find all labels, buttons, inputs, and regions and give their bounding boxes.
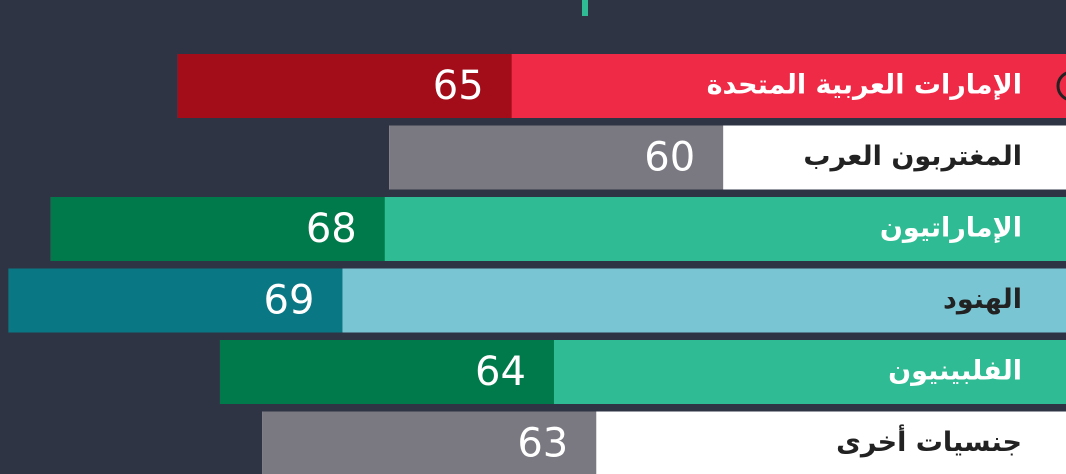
decor-circle	[1056, 71, 1066, 101]
category-label: المغتربون العرب	[803, 141, 1022, 172]
category-label: الإماراتيون	[880, 213, 1022, 244]
bar	[262, 411, 597, 474]
category-label: جنسيات أخرى	[836, 424, 1022, 458]
bar	[389, 125, 724, 190]
value-label: 65	[433, 63, 484, 109]
value-label: 63	[517, 421, 568, 467]
bar	[219, 340, 554, 404]
bar	[8, 268, 343, 333]
bar	[50, 197, 385, 261]
value-label: 69	[264, 278, 315, 324]
value-label: 64	[475, 349, 526, 395]
decor-line	[582, 0, 588, 16]
value-label: 60	[644, 135, 695, 181]
bar	[177, 54, 512, 118]
value-label: 68	[306, 206, 357, 252]
category-label: الفلبينيون	[888, 356, 1022, 387]
category-label: الهنود	[943, 284, 1022, 315]
category-label: الإمارات العربية المتحدة	[707, 70, 1022, 101]
